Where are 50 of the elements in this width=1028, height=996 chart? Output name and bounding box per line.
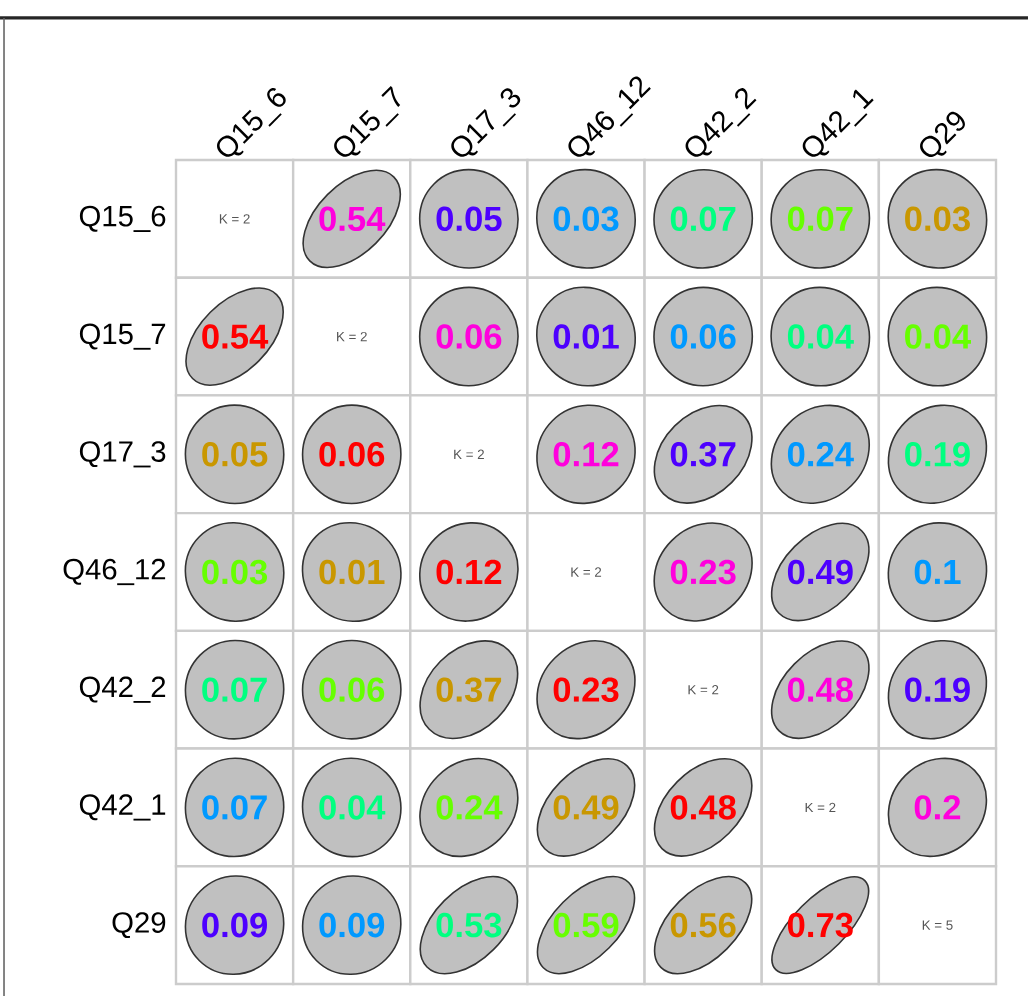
data-label: 0.03 — [553, 206, 619, 232]
data-label: 0.07 — [787, 206, 853, 232]
data-label: 0.73 — [787, 912, 853, 938]
data-label: 0.04 — [319, 795, 386, 820]
data-label: 0.04 — [787, 324, 854, 349]
data-label: 0.23 — [670, 559, 736, 585]
y-tick-label: Q15_6 — [79, 205, 166, 232]
data-label: 0.54 — [319, 206, 386, 232]
data-label: 0.01 — [319, 559, 385, 585]
data-label: 0.09 — [319, 912, 385, 938]
data-label: 0.59 — [553, 912, 619, 938]
data-label: 0.03 — [202, 559, 268, 585]
x-tick-label: Q29 — [920, 111, 965, 158]
data-label: 0.06 — [670, 324, 736, 349]
data-label: 0.06 — [319, 677, 385, 702]
data-label: 0.48 — [787, 677, 853, 702]
data-label: 0.19 — [905, 442, 970, 467]
data-label: 0.2 — [914, 795, 961, 820]
data-label: 0.04 — [905, 324, 971, 349]
data-label: 0.1 — [914, 559, 961, 585]
data-label: 0.07 — [670, 206, 736, 232]
data-label: 0.23 — [553, 677, 619, 702]
data-label: 0.49 — [553, 795, 619, 820]
data-label: 0.56 — [670, 912, 736, 938]
data-label: 0.12 — [553, 442, 619, 467]
y-tick-label: Q42_1 — [79, 794, 166, 821]
data-label: 0.05 — [202, 442, 268, 467]
data-label: 0.12 — [436, 559, 502, 585]
data-label: 0.48 — [670, 795, 736, 820]
data-label: 0.53 — [436, 912, 502, 938]
data-label: 0.54 — [202, 324, 269, 349]
data-label: 0.24 — [436, 795, 503, 820]
data-label: 0.09 — [202, 912, 268, 938]
data-label: 0.06 — [319, 442, 385, 467]
data-label: 0.05 — [436, 206, 502, 232]
data-label: 0.07 — [202, 677, 267, 702]
data-label: 0.19 — [905, 677, 970, 702]
y-tick-label: Q46_12 — [63, 558, 166, 586]
data-label: 0.06 — [436, 324, 502, 349]
data-label: 0.37 — [670, 441, 736, 467]
data-label: 0.49 — [787, 559, 853, 585]
data-label: 0.01 — [553, 324, 619, 349]
data-label: 0.37 — [436, 677, 502, 702]
data-label: 0.07 — [202, 795, 267, 820]
y-tick-label: Q15_7 — [79, 323, 166, 350]
y-tick-label: Q42_2 — [79, 676, 166, 703]
y-tick-label: Q17_3 — [79, 441, 166, 468]
y-tick-label: Q29 — [112, 912, 166, 939]
data-label: 0.03 — [905, 206, 970, 232]
data-label: 0.24 — [787, 442, 854, 467]
